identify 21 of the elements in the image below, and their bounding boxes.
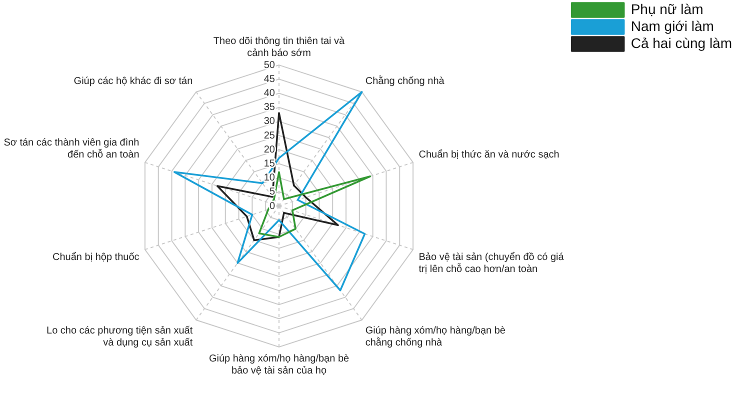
- legend-label: Cả hai cùng làm: [630, 34, 732, 51]
- spoke-label: Giúp hàng xóm/họ hàng/bạn bè chằng chống nhà: [365, 326, 506, 349]
- y-tick-label: 50: [264, 60, 276, 71]
- spoke-label: Chằng chống nhà: [365, 74, 445, 87]
- spoke-label: Chuẩn bị hộp thuốc: [52, 251, 140, 264]
- y-tick-label: 30: [264, 116, 276, 128]
- y-tick-label: 35: [264, 102, 276, 114]
- spoke-label: Giúp các hộ khác đi sơ tán: [74, 76, 193, 87]
- y-tick-label: 45: [264, 74, 276, 85]
- spoke-label: Sơ tán các thành viên gia đình đến chỗ an toàn: [4, 137, 140, 160]
- y-tick-label: 5: [269, 186, 276, 198]
- spoke-label: Chuẩn bị thức ăn và nước sạch: [418, 148, 560, 160]
- spoke-label: Bảo vệ tài sản (chuyển đồ có giá trị lên chỗ cao hơn/an toàn: [418, 251, 564, 276]
- legend-label: Nam giới làm: [630, 18, 714, 34]
- spoke-label: Giúp hàng xóm/họ hàng/bạn bè bảo vệ tài sản của họ: [208, 354, 350, 377]
- spoke-label: Lo cho các phương tiện sản xuất và dụng cụ sản xuất: [46, 326, 193, 349]
- y-tick-label: 25: [264, 130, 276, 142]
- legend-label: Phụ nữ làm: [630, 0, 704, 17]
- y-tick-label: 20: [264, 144, 276, 156]
- y-tick-label: 40: [264, 88, 276, 100]
- spoke-label: Theo dõi thông tin thiên tai và cảnh báo sớm: [213, 36, 346, 59]
